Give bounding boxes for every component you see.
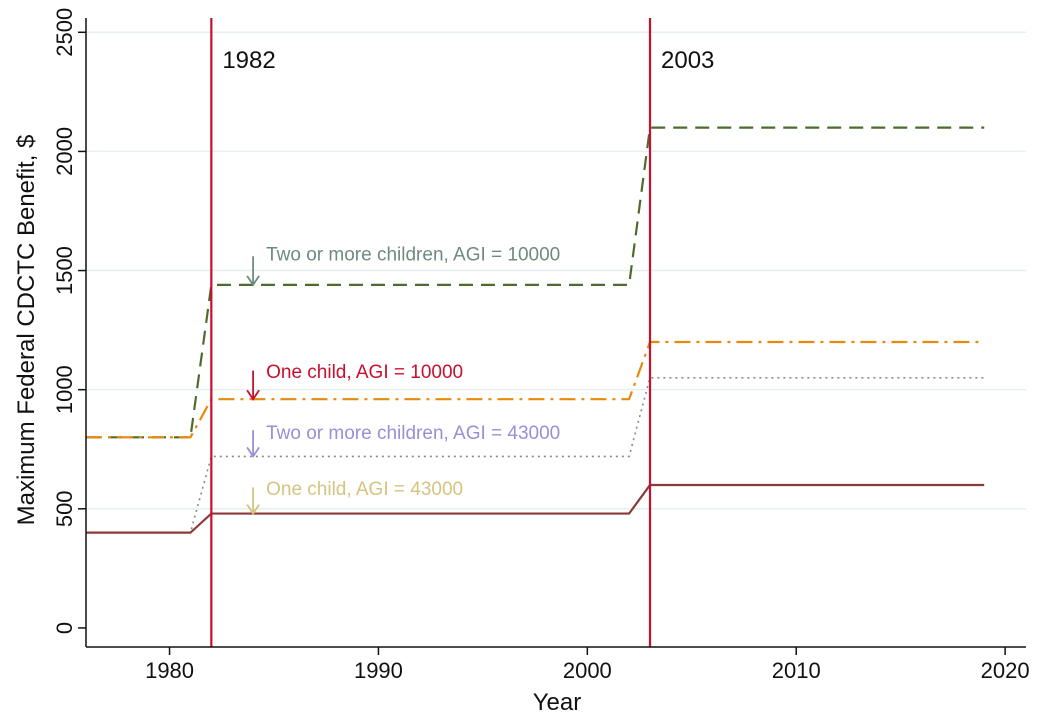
y-tick-label-2000: 2000 bbox=[52, 127, 77, 176]
y-tick-label-1500: 1500 bbox=[52, 246, 77, 295]
annotation-label-3: One child, AGI = 43000 bbox=[266, 479, 463, 500]
x-tick-label-2000: 2000 bbox=[563, 658, 612, 683]
y-tick-label-1000: 1000 bbox=[52, 365, 77, 414]
series-line-0 bbox=[86, 126, 985, 439]
y-tick-label-2500: 2500 bbox=[52, 8, 77, 57]
annotation-label-2: Two or more children, AGI = 43000 bbox=[266, 423, 560, 444]
series-line-3 bbox=[86, 483, 985, 534]
vertical-lines: 1982 2003 bbox=[210, 18, 714, 647]
annotation-label-1: One child, AGI = 10000 bbox=[266, 362, 463, 383]
y-axis-title: Maximum Federal CDCTC Benefit, $ bbox=[13, 135, 40, 526]
x-ticks: 1980 1990 2000 2010 2020 bbox=[145, 647, 1030, 683]
x-tick-label-1990: 1990 bbox=[354, 658, 403, 683]
series-line-1 bbox=[86, 340, 985, 439]
gridlines bbox=[86, 31, 1026, 510]
series-lines bbox=[86, 126, 985, 534]
x-tick-label-2010: 2010 bbox=[772, 658, 821, 683]
x-tick-label-2020: 2020 bbox=[981, 658, 1030, 683]
y-tick-label-500: 500 bbox=[52, 490, 77, 527]
annotations: Two or more children, AGI = 10000 One chi… bbox=[246, 244, 560, 516]
vline-label-1982: 1982 bbox=[222, 47, 275, 74]
annotation-arrowhead-1 bbox=[246, 389, 260, 401]
y-tick-label-0: 0 bbox=[52, 622, 77, 634]
annotation-arrowhead-0 bbox=[246, 275, 260, 287]
vline-label-2003: 2003 bbox=[661, 47, 714, 74]
annotation-arrowhead-2 bbox=[246, 446, 260, 459]
axes bbox=[85, 18, 1026, 648]
x-tick-label-1980: 1980 bbox=[145, 658, 194, 683]
y-ticks: 0 500 1000 1500 2000 2500 bbox=[52, 8, 86, 634]
x-axis-title: Year bbox=[533, 689, 582, 716]
annotation-label-0: Two or more children, AGI = 10000 bbox=[266, 244, 560, 265]
series-line-2 bbox=[86, 376, 985, 534]
annotation-arrowhead-3 bbox=[246, 504, 260, 516]
